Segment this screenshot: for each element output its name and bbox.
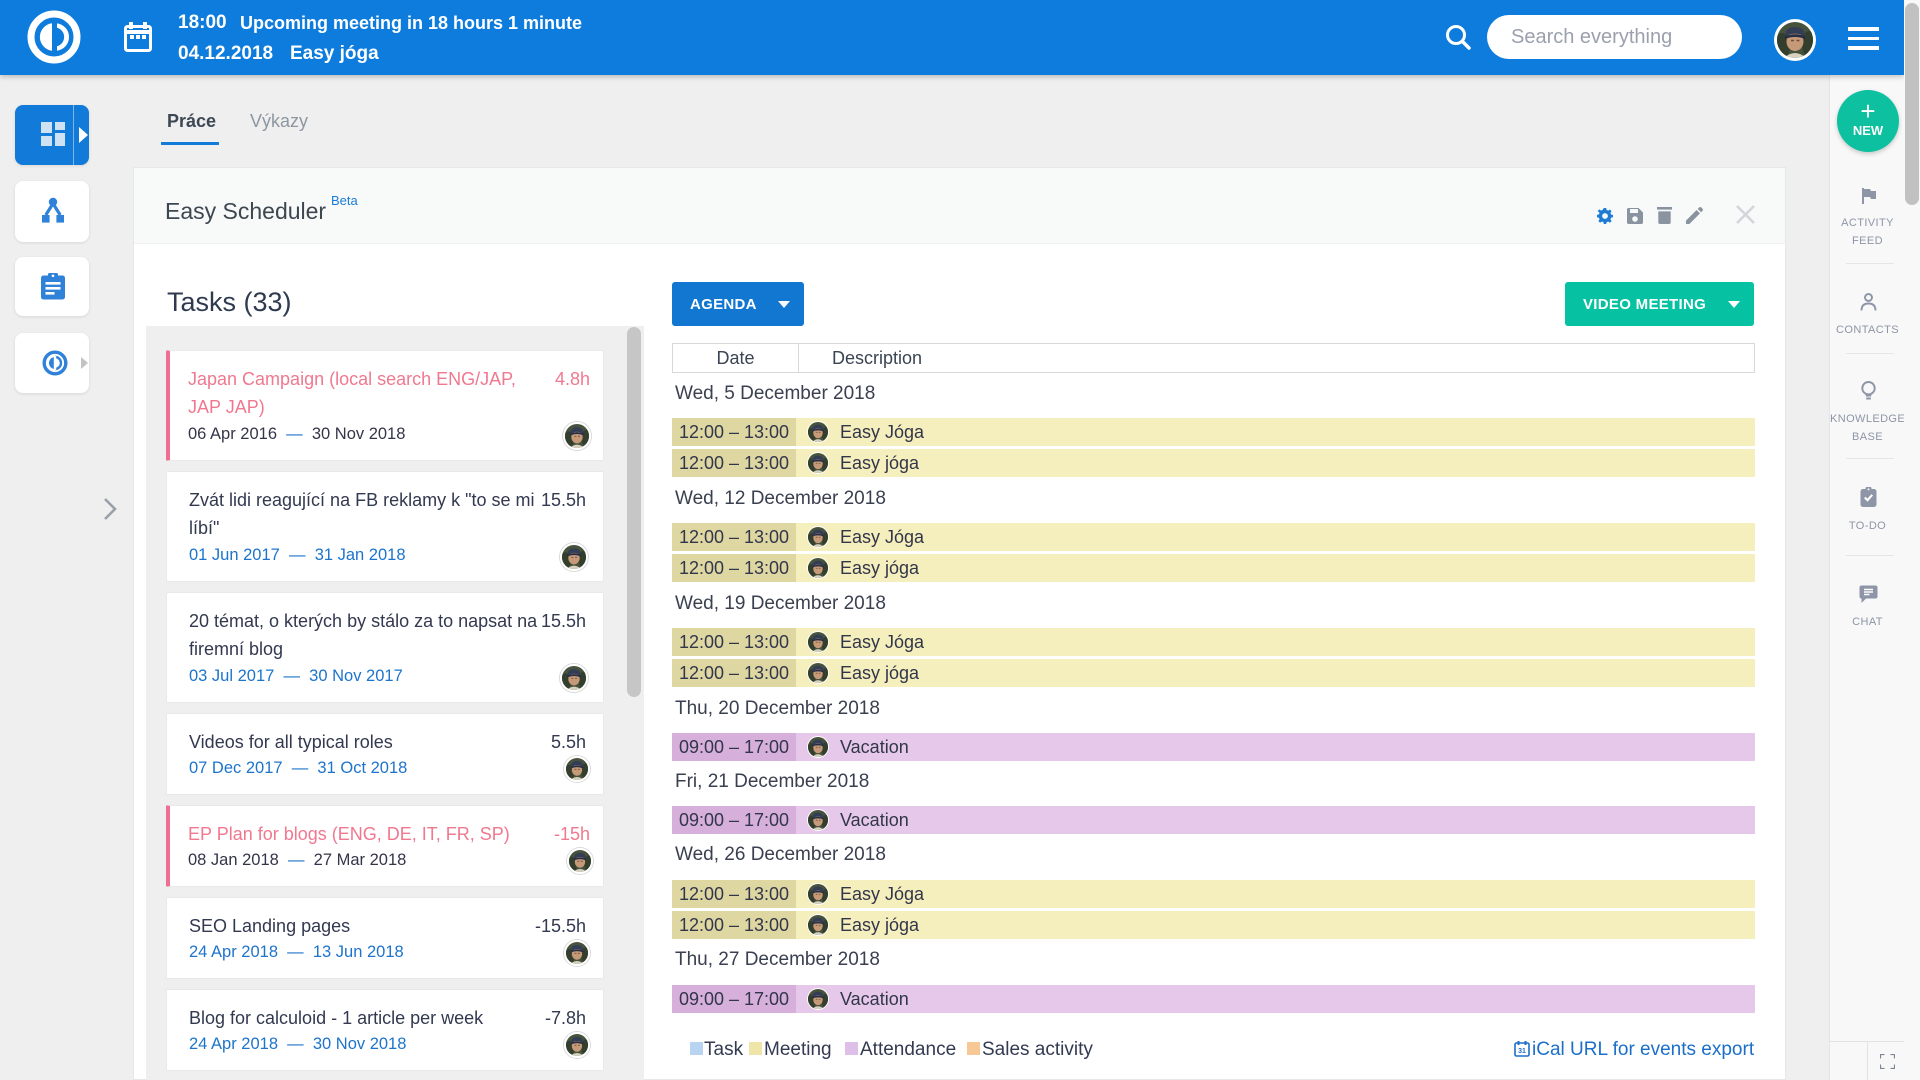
- svg-text:31: 31: [1518, 1048, 1526, 1055]
